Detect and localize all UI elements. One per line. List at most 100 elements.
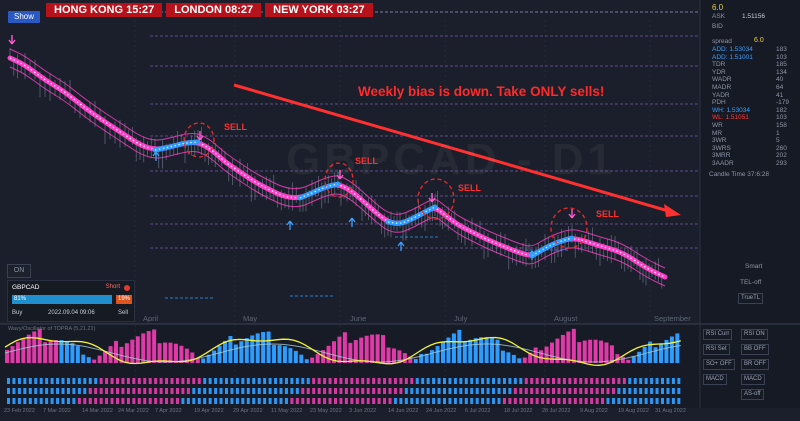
signal-dot: [39, 398, 43, 404]
stat-label: WR: [712, 122, 723, 129]
signal-dot: [633, 398, 637, 404]
signal-dot: [263, 388, 267, 394]
signal-dot: [328, 378, 332, 384]
oscillator-panel: [0, 324, 700, 408]
signal-dot: [252, 398, 256, 404]
signal-dot: [339, 378, 343, 384]
signal-dot: [655, 378, 659, 384]
signal-dot: [388, 378, 392, 384]
signal-dot: [72, 388, 76, 394]
subpanel-button[interactable]: BR OFF: [741, 359, 769, 370]
signal-dot: [170, 398, 174, 404]
histogram-bar: [359, 337, 364, 363]
subpanel-button[interactable]: RSI Set: [703, 344, 730, 355]
buy-arrow-icon: [286, 220, 294, 230]
signal-dot: [432, 388, 436, 394]
histogram-bar: [86, 357, 91, 363]
signal-dot: [497, 388, 501, 394]
signal-dot: [110, 388, 114, 394]
histogram-bar: [386, 347, 391, 363]
signal-dot: [12, 398, 16, 404]
on-toggle-button[interactable]: ON: [7, 264, 31, 278]
signal-dot: [366, 388, 370, 394]
stat-value: 185: [776, 61, 787, 69]
signal-dot: [99, 388, 103, 394]
signal-dot: [323, 388, 327, 394]
signal-dot: [453, 388, 457, 394]
signal-dot: [132, 388, 136, 394]
histogram-bar: [97, 355, 102, 363]
signal-dot: [595, 378, 599, 384]
signal-dot: [88, 398, 92, 404]
subpanel-button[interactable]: RSI Curr: [703, 329, 733, 340]
signal-dot: [502, 388, 506, 394]
signal-dot: [45, 388, 49, 394]
signal-dot: [481, 388, 485, 394]
signal-dot: [519, 398, 523, 404]
signal-dot: [323, 398, 327, 404]
signal-dot: [252, 378, 256, 384]
signal-dot: [584, 378, 588, 384]
date-label: 19 Apr 2022: [194, 408, 224, 414]
histogram-bar: [637, 351, 642, 363]
signal-dot: [492, 398, 496, 404]
signal-dot: [137, 398, 141, 404]
signal-dot: [372, 378, 376, 384]
signal-dot: [601, 378, 605, 384]
signal-dot: [552, 378, 555, 384]
widget-buy-label: Buy: [12, 310, 23, 316]
signal-dot: [132, 378, 136, 384]
histogram-bar: [332, 341, 336, 363]
signal-dot: [126, 378, 130, 384]
histogram-bar: [288, 348, 293, 363]
signal-dot: [644, 388, 648, 394]
subpanel-button[interactable]: MACD: [741, 374, 765, 385]
stat-value: 202: [776, 152, 787, 160]
subpanel-button[interactable]: RSI ON: [741, 329, 768, 340]
stat-value: -179: [776, 99, 790, 107]
signal-dot: [284, 388, 288, 394]
histogram-bar: [566, 331, 571, 363]
signal-dot: [12, 388, 16, 394]
signal-dot: [252, 388, 256, 394]
signal-dot: [186, 388, 190, 394]
subpanel-button[interactable]: BB OFF: [741, 344, 769, 355]
subpanel-button[interactable]: AS-off: [741, 389, 764, 400]
histogram-bar: [32, 331, 37, 363]
signal-dot: [116, 388, 119, 394]
signal-dot: [94, 388, 98, 394]
month-label: July: [454, 314, 468, 323]
signal-dot: [470, 398, 474, 404]
signal-dot: [628, 388, 632, 394]
signal-dot: [301, 398, 305, 404]
signal-dot: [611, 388, 615, 394]
histogram-bar: [599, 340, 604, 363]
signal-dot: [121, 388, 125, 394]
truetl-button[interactable]: TrueTL: [738, 293, 764, 304]
signal-dot: [99, 398, 103, 404]
histogram-bar: [435, 346, 440, 363]
stat-label: 3WR: [712, 137, 727, 145]
show-button[interactable]: Show: [8, 11, 40, 23]
signal-dot: [361, 378, 365, 384]
subpanel-button[interactable]: SO+ OFF: [703, 359, 735, 370]
signal-dot: [88, 388, 92, 394]
ribbon-up-dots: [299, 183, 339, 199]
ribbon-up-dots: [531, 237, 573, 257]
signal-dot: [399, 378, 403, 384]
date-label: 3 Jun 2022: [349, 408, 377, 414]
signal-dot: [165, 378, 169, 384]
subpanel-button[interactable]: MACD: [703, 374, 727, 385]
signal-dot: [290, 378, 294, 384]
signal-dot: [170, 378, 174, 384]
histogram-bar: [631, 356, 636, 363]
histogram-bar: [315, 354, 320, 363]
signal-dot: [677, 398, 681, 404]
signal-dot: [295, 388, 299, 394]
histogram-bar: [250, 335, 255, 363]
price-axis-panel: [700, 0, 800, 324]
signal-dot: [639, 378, 643, 384]
signal-dot: [568, 388, 572, 394]
signal-dot: [83, 398, 87, 404]
signal-dot: [448, 398, 452, 404]
